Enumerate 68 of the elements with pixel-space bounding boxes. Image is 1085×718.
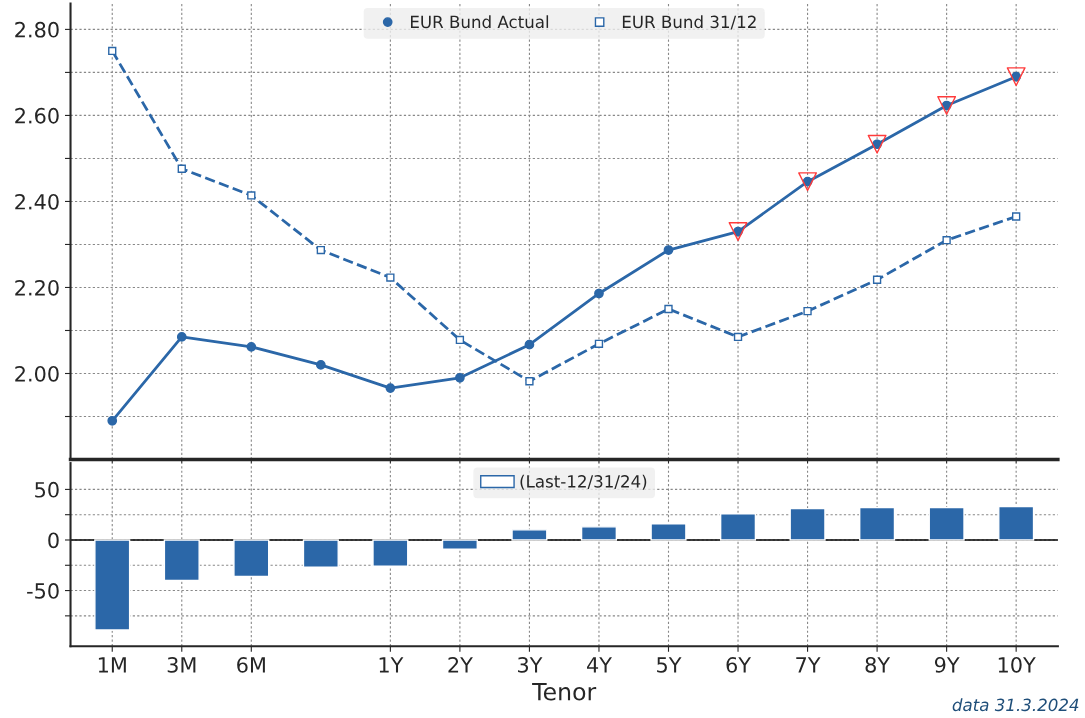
bar bbox=[302, 539, 339, 568]
point bbox=[455, 335, 465, 345]
x-tick-label: 4Y bbox=[586, 657, 612, 673]
x-tick-label: 5Y bbox=[657, 657, 682, 673]
x-tick-label: 7Y bbox=[796, 657, 821, 673]
point bbox=[1006, 67, 1026, 87]
point bbox=[177, 164, 186, 173]
y-tick-label: 0 bbox=[48, 532, 59, 549]
point bbox=[798, 172, 818, 192]
x-tick-label: 3M bbox=[167, 656, 196, 673]
point bbox=[316, 245, 326, 255]
point bbox=[594, 288, 604, 299]
point bbox=[937, 96, 957, 116]
point bbox=[525, 377, 534, 386]
point bbox=[385, 383, 396, 393]
x-tick-label: 1Y bbox=[379, 657, 404, 673]
point bbox=[728, 222, 748, 242]
text: data 31.3.2024 bbox=[952, 698, 1079, 712]
point bbox=[455, 372, 465, 383]
x-axis-title: Tenor bbox=[532, 683, 597, 701]
point bbox=[108, 46, 117, 56]
point bbox=[664, 304, 673, 314]
bar bbox=[372, 539, 409, 567]
y-tick-label: -50 bbox=[27, 583, 59, 599]
point bbox=[247, 191, 256, 200]
x-tick-label: 1M bbox=[98, 657, 126, 673]
point bbox=[1011, 212, 1021, 221]
bar bbox=[719, 512, 757, 541]
x-tick-label: 2Y bbox=[448, 656, 473, 673]
y-tick-label: 2.60 bbox=[15, 107, 59, 124]
point bbox=[107, 415, 118, 426]
x-tick-label: 10Y bbox=[998, 656, 1036, 673]
point bbox=[867, 134, 887, 154]
y-tick-label: 2.40 bbox=[15, 193, 59, 210]
legend-label: EUR Bund 31/12 bbox=[622, 15, 756, 30]
y-tick-label: 50 bbox=[35, 481, 59, 498]
point bbox=[176, 332, 187, 342]
point bbox=[594, 339, 604, 348]
x-tick-label: 3Y bbox=[518, 656, 543, 673]
y-tick-label: 2.00 bbox=[15, 365, 59, 382]
y-tick-label: 2.80 bbox=[15, 21, 59, 38]
point bbox=[315, 360, 326, 370]
point bbox=[524, 339, 535, 350]
x-tick-label: 6Y bbox=[726, 656, 752, 673]
x-tick-label: 9Y bbox=[934, 656, 960, 673]
bar bbox=[928, 506, 965, 541]
point bbox=[663, 245, 674, 255]
point bbox=[942, 235, 951, 245]
bar bbox=[511, 529, 548, 541]
y-tick-label: 2.20 bbox=[15, 279, 59, 296]
x-tick-label: 8Y bbox=[865, 656, 891, 673]
legend-label: (Last-12/31/24) bbox=[520, 474, 647, 490]
bar bbox=[441, 539, 478, 550]
legend-label: EUR Bund Actual bbox=[411, 15, 549, 29]
bar bbox=[163, 539, 200, 582]
point bbox=[246, 341, 257, 352]
bar bbox=[650, 523, 687, 541]
bar bbox=[94, 539, 131, 631]
bar bbox=[998, 505, 1035, 541]
bar bbox=[233, 539, 270, 578]
point bbox=[803, 306, 812, 316]
point bbox=[872, 275, 882, 284]
point bbox=[386, 273, 395, 282]
bar bbox=[789, 507, 826, 541]
bar bbox=[580, 526, 618, 541]
x-tick-label: 6M bbox=[237, 656, 265, 673]
bar bbox=[859, 506, 896, 541]
point bbox=[733, 332, 743, 342]
